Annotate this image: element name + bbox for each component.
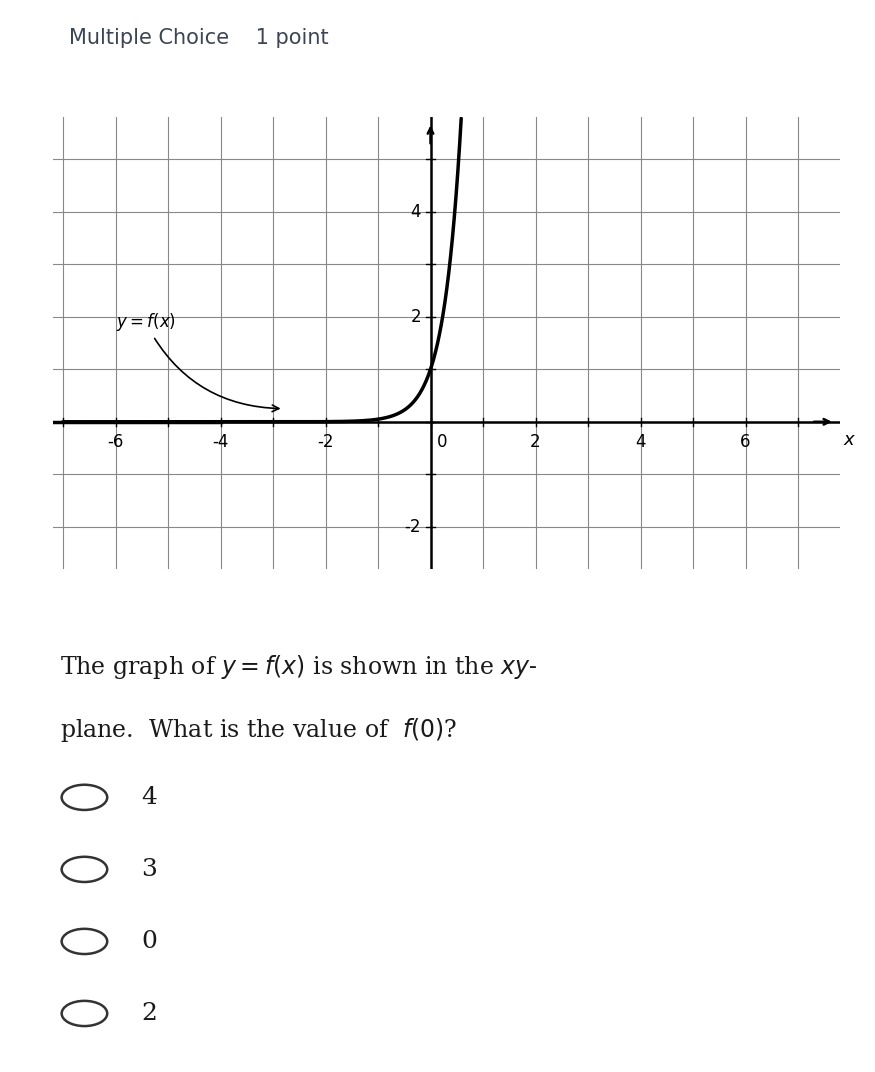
Text: The graph of $y = f(x)$ is shown in the $xy$-: The graph of $y = f(x)$ is shown in the … [60,653,537,682]
Text: plane.  What is the value of  $f(0)$?: plane. What is the value of $f(0)$? [60,716,458,744]
Text: $y = f(x)$: $y = f(x)$ [116,311,279,412]
Text: 2: 2 [530,433,541,451]
Text: 2: 2 [410,308,421,326]
Text: 0: 0 [142,929,158,953]
Text: $x$: $x$ [843,431,856,449]
Text: -2: -2 [404,518,421,536]
Text: 6: 6 [740,433,751,451]
Text: -6: -6 [108,433,123,451]
Text: 0: 0 [437,433,447,451]
Text: 4: 4 [142,786,158,809]
Text: Multiple Choice    1 point: Multiple Choice 1 point [68,28,328,48]
Text: 2: 2 [142,1002,158,1025]
Text: -4: -4 [213,433,228,451]
Text: -2: -2 [318,433,333,451]
Text: 4: 4 [410,203,421,221]
Text: 4: 4 [635,433,646,451]
Text: 3: 3 [142,858,158,881]
